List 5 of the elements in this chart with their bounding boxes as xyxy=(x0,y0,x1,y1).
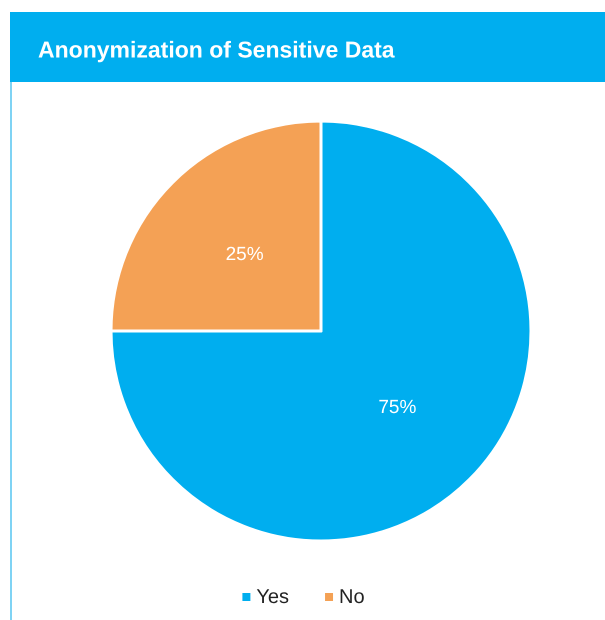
chart-title: Anonymization of Sensitive Data xyxy=(38,36,395,62)
data-label: 75% xyxy=(378,396,416,418)
legend-label: Yes xyxy=(256,586,290,608)
legend-label: No xyxy=(339,586,365,608)
data-label: 25% xyxy=(226,244,264,266)
